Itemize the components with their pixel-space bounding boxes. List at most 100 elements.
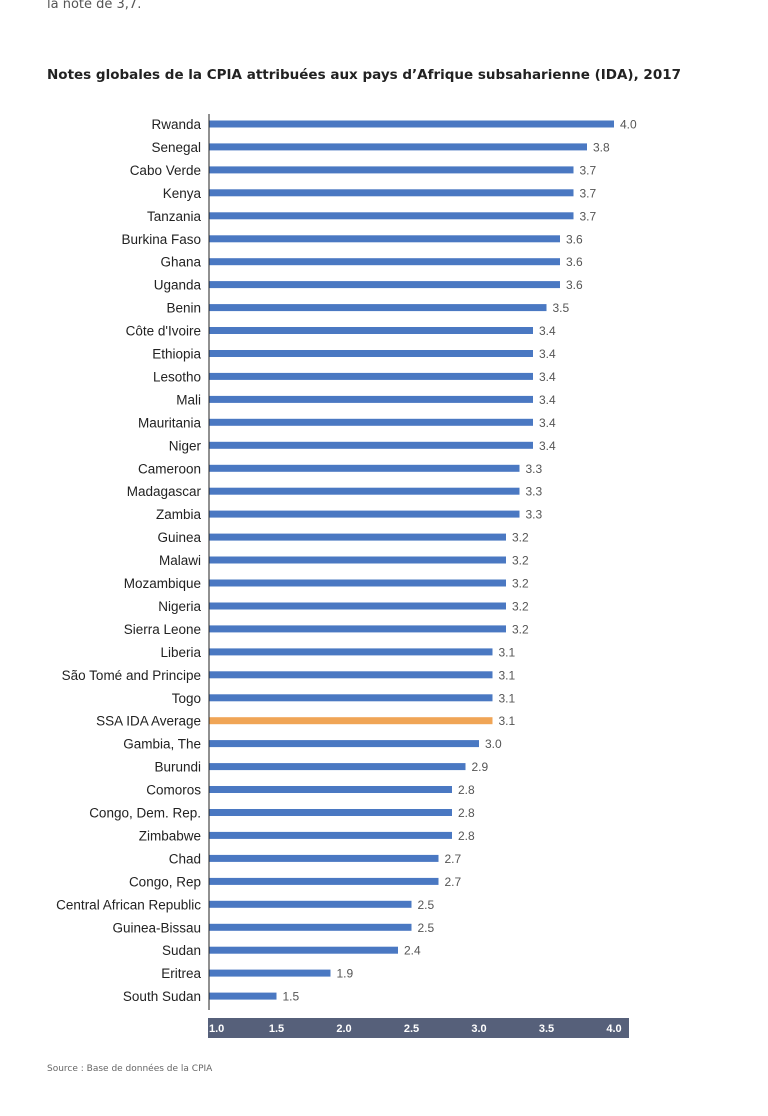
bar — [209, 235, 560, 243]
category-label: Congo, Dem. Rep. — [89, 806, 201, 821]
value-label: 3.1 — [499, 668, 516, 682]
category-label: Sudan — [162, 943, 201, 958]
bar — [209, 418, 533, 426]
category-label: Lesotho — [153, 369, 201, 384]
x-tick-label: 4.0 — [606, 1023, 621, 1035]
value-label: 2.8 — [458, 806, 475, 820]
category-label: Mali — [176, 392, 201, 407]
value-label: 3.1 — [499, 714, 516, 728]
bar — [209, 877, 439, 885]
category-label: Benin — [166, 301, 201, 316]
category-label: Côte d'Ivoire — [126, 324, 201, 339]
value-label: 3.8 — [593, 140, 610, 154]
x-tick-label: 1.0 — [209, 1023, 224, 1035]
category-label: Senegal — [151, 140, 201, 155]
value-label: 3.1 — [499, 691, 516, 705]
category-label: Chad — [169, 851, 201, 866]
bar — [209, 694, 493, 702]
category-label: Mozambique — [124, 576, 201, 591]
category-label: Guinea-Bissau — [112, 920, 201, 935]
category-label: Comoros — [146, 783, 201, 798]
category-label: Liberia — [160, 645, 201, 660]
value-label: 4.0 — [620, 118, 637, 132]
value-label: 2.5 — [418, 921, 435, 935]
category-label: SSA IDA Average — [96, 714, 201, 729]
category-label: Malawi — [159, 553, 201, 568]
category-label: Congo, Rep — [129, 874, 201, 889]
bar — [209, 923, 412, 931]
category-label: Ethiopia — [152, 347, 201, 362]
bar — [209, 350, 533, 357]
value-label: 3.4 — [539, 416, 556, 430]
value-label: 3.1 — [499, 645, 516, 659]
value-label: 3.2 — [512, 554, 529, 568]
bars-group — [209, 120, 614, 1000]
bar — [209, 533, 506, 541]
bar — [209, 717, 493, 725]
value-label: 2.5 — [418, 898, 435, 912]
category-label: Mauritania — [138, 415, 202, 430]
source-note: Source : Base de données de la CPIA — [47, 1064, 213, 1074]
value-label: 3.5 — [553, 301, 570, 315]
bar — [209, 372, 533, 380]
value-label: 3.7 — [580, 163, 597, 177]
bar — [209, 487, 520, 495]
value-label: 1.9 — [337, 967, 354, 981]
category-label: Cameroon — [138, 461, 201, 476]
value-label: 3.2 — [512, 600, 529, 614]
bar — [209, 441, 533, 449]
category-label: Tanzania — [147, 209, 202, 224]
value-label: 3.7 — [580, 209, 597, 223]
category-label: Sierra Leone — [124, 622, 201, 637]
value-label: 3.6 — [566, 232, 583, 246]
bar — [209, 809, 452, 816]
value-label: 3.4 — [539, 347, 556, 361]
value-label: 3.3 — [526, 462, 543, 476]
value-label: 2.7 — [445, 852, 462, 866]
bar — [209, 556, 506, 564]
bar — [209, 143, 587, 151]
bar — [209, 648, 493, 656]
value-labels-group: 4.0 3.8 3.7 3.7 3.7 3.6 3.6 3.6 3.5 3.4 3.4 3.4 3.4 3… — [283, 118, 638, 1004]
category-label: Uganda — [154, 278, 202, 293]
category-label: Cabo Verde — [130, 163, 201, 178]
value-label: 2.9 — [472, 760, 489, 774]
value-label: 3.4 — [539, 324, 556, 338]
value-label: 2.8 — [458, 829, 475, 843]
intro-text-fragment: la note de 3,7. — [47, 0, 142, 12]
chart-title: Notes globales de la CPIA attribuées aux… — [47, 67, 681, 83]
bar — [209, 900, 412, 908]
category-label: Rwanda — [151, 117, 201, 132]
bar — [209, 786, 452, 793]
bar — [209, 579, 506, 587]
category-label: Zimbabwe — [139, 828, 201, 843]
bar — [209, 212, 574, 220]
category-label: Burkina Faso — [121, 232, 201, 247]
category-label: Burundi — [154, 760, 201, 775]
category-label: Nigeria — [158, 599, 201, 614]
bar — [209, 831, 452, 839]
category-label: Madagascar — [127, 484, 202, 499]
value-label: 3.0 — [485, 737, 502, 751]
category-label: Central African Republic — [56, 897, 201, 912]
bar — [209, 625, 506, 633]
value-label: 3.4 — [539, 370, 556, 384]
bar — [209, 304, 547, 312]
x-tick-label: 3.5 — [539, 1023, 554, 1035]
value-label: 1.5 — [283, 990, 300, 1004]
category-label: Niger — [169, 438, 202, 453]
x-axis-band — [208, 1018, 629, 1038]
bar — [209, 464, 520, 472]
x-tick-label: 3.0 — [471, 1023, 486, 1035]
x-axis-tick-labels: 1.0 1.5 2.0 2.5 3.0 3.5 4.0 — [209, 1023, 622, 1035]
value-label: 3.3 — [526, 508, 543, 522]
x-tick-label: 2.0 — [336, 1023, 351, 1035]
x-tick-label: 2.5 — [404, 1023, 419, 1035]
bar — [209, 120, 614, 128]
value-label: 2.8 — [458, 783, 475, 797]
bar — [209, 671, 493, 679]
category-label: Togo — [172, 691, 201, 706]
bar — [209, 946, 398, 954]
bar — [209, 327, 533, 334]
